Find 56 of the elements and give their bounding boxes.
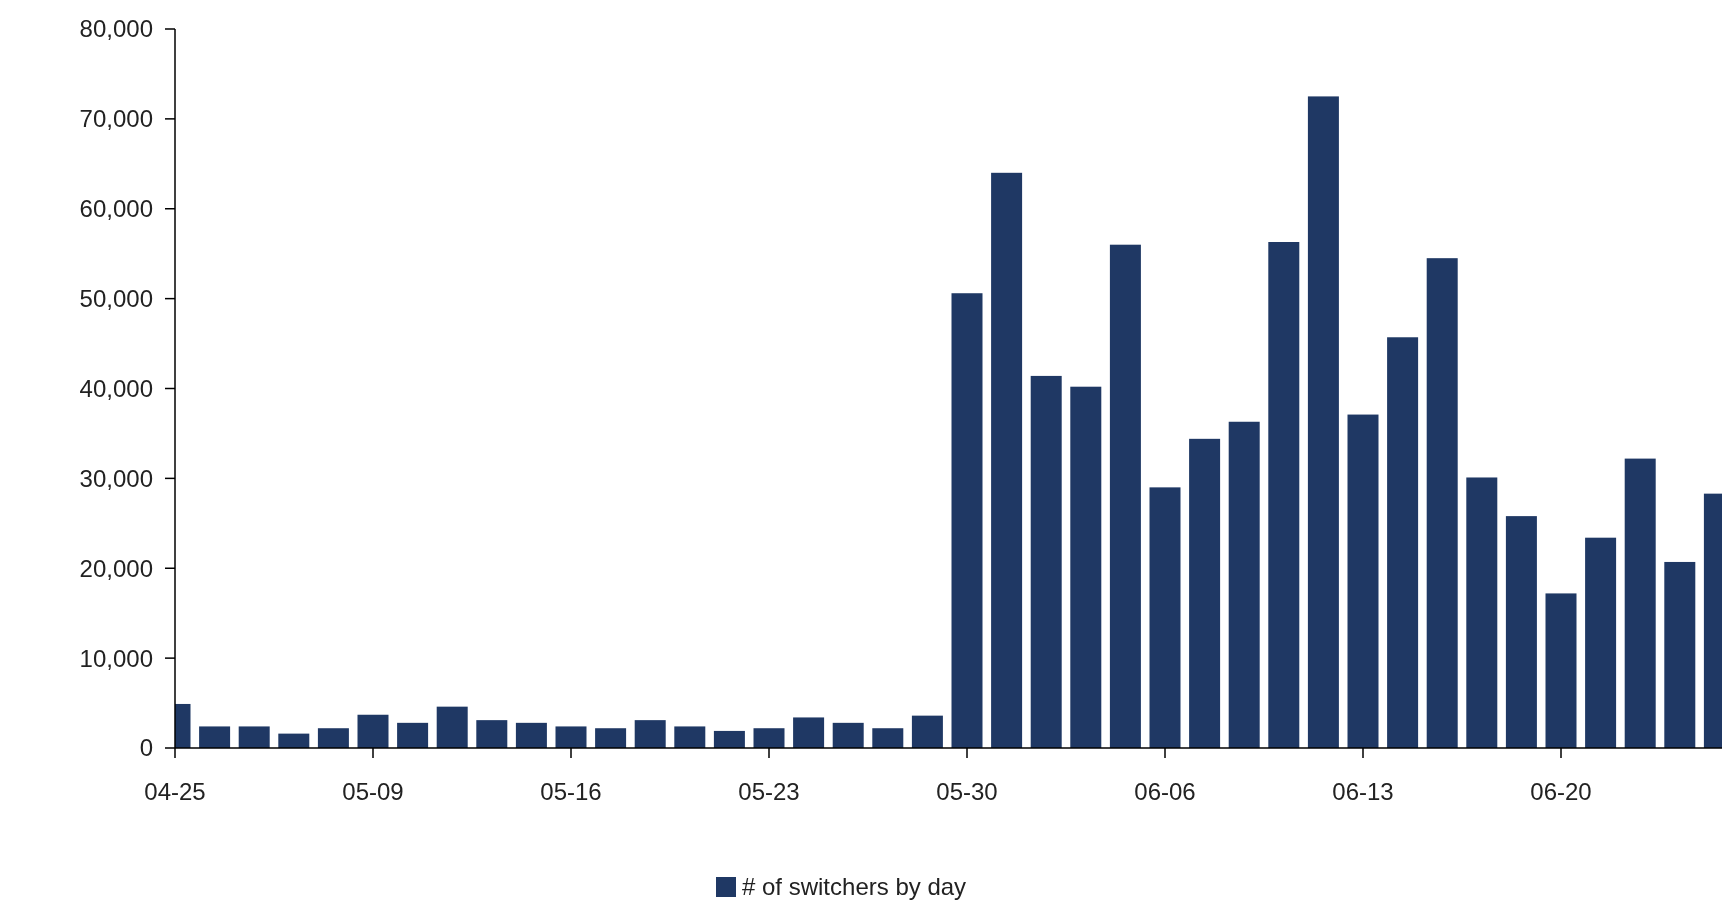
- legend-label: # of switchers by day: [742, 873, 967, 901]
- x-tick-label: 05-30: [936, 778, 998, 805]
- bar: [951, 293, 983, 748]
- y-tick-label: 30,000: [79, 464, 153, 492]
- bar: [872, 728, 904, 748]
- bar: [1624, 458, 1656, 748]
- bar: [1545, 593, 1577, 748]
- bar: [555, 726, 587, 748]
- x-tick-label: 05-23: [738, 778, 800, 805]
- bar: [1189, 438, 1221, 748]
- bar: [317, 728, 349, 748]
- y-tick-label: 70,000: [79, 105, 153, 133]
- bar: [674, 726, 706, 748]
- y-tick-label: 0: [139, 734, 153, 762]
- bar: [911, 715, 943, 748]
- bar: [278, 733, 310, 748]
- bar: [1307, 96, 1339, 748]
- bar: [832, 722, 864, 748]
- bar: [397, 722, 429, 748]
- y-tick-label: 60,000: [79, 195, 153, 223]
- bar: [1466, 477, 1498, 748]
- bar: [1664, 561, 1696, 748]
- bar: [1070, 386, 1102, 748]
- x-tick-label: 05-09: [342, 778, 404, 805]
- bar: [1387, 337, 1419, 748]
- bar: [1505, 516, 1537, 748]
- y-tick-label: 10,000: [79, 644, 153, 672]
- bar: [1347, 414, 1379, 748]
- bar: [1228, 421, 1260, 748]
- x-tick-label: 06-13: [1332, 778, 1394, 805]
- bar: [238, 726, 270, 748]
- bar: [476, 720, 508, 748]
- bar: [634, 720, 666, 748]
- y-tick-label: 80,000: [79, 15, 153, 43]
- bar: [1109, 244, 1141, 748]
- bar: [357, 714, 389, 748]
- x-tick-label: 06-06: [1134, 778, 1196, 805]
- bar: [1030, 375, 1062, 748]
- y-tick-label: 20,000: [79, 554, 153, 582]
- bar: [793, 717, 825, 748]
- bar: [1426, 258, 1458, 748]
- bar: [991, 172, 1023, 748]
- bar: [1268, 242, 1300, 748]
- y-tick-label: 40,000: [79, 374, 153, 402]
- bar: [199, 726, 231, 748]
- bar: [595, 728, 627, 748]
- x-tick-label: 06-20: [1530, 778, 1592, 805]
- bar: [713, 730, 745, 748]
- x-tick-label: 04-25: [144, 778, 206, 805]
- bar: [1149, 487, 1181, 748]
- bar: [515, 722, 547, 748]
- bar: [1585, 537, 1617, 748]
- bar: [436, 706, 468, 748]
- bar: [753, 728, 785, 748]
- y-tick-label: 50,000: [79, 285, 153, 313]
- x-tick-label: 05-16: [540, 778, 602, 805]
